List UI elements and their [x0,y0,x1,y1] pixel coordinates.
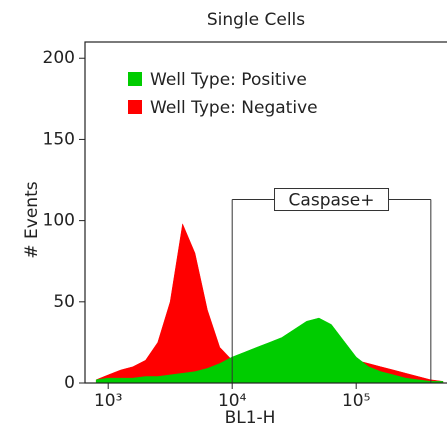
x-tick-label: 10⁴ [218,391,247,411]
legend-label: Well Type: Positive [150,70,307,90]
x-tick-label: 10³ [94,391,122,411]
chart-title: Single Cells [207,10,305,30]
gate-label-box [274,188,390,212]
y-tick-label: 0 [64,373,75,393]
y-tick-label: 200 [43,48,75,68]
histogram-area [95,317,444,383]
x-axis-label: BL1-H [225,408,276,428]
y-tick-label: 100 [43,211,75,231]
y-tick-label: 150 [43,129,75,149]
gate-label: Caspase+ [289,191,375,211]
legend-label: Well Type: Negative [150,98,318,118]
y-axis-label: # Events [22,181,42,258]
plot-area [95,222,444,383]
x-tick-label: 10⁵ [342,391,370,411]
legend-swatch [128,100,142,114]
y-tick-label: 50 [53,292,75,312]
plot-frame [84,41,447,384]
legend-swatch [128,72,142,86]
